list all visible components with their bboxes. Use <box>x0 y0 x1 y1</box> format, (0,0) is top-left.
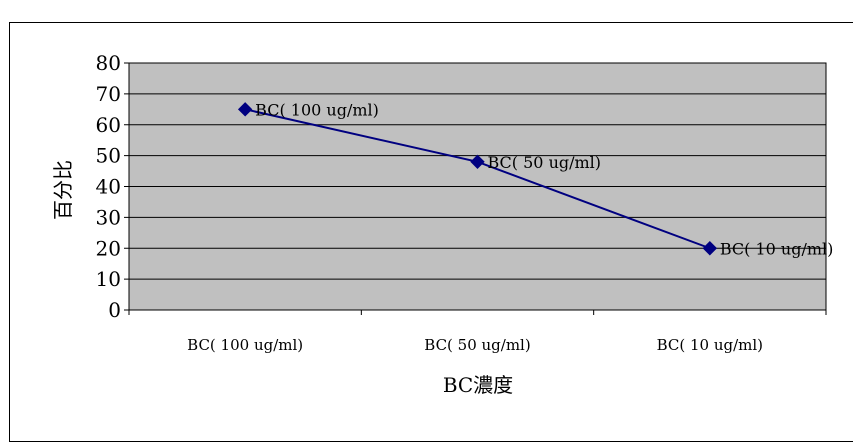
data-point-marker <box>237 102 253 117</box>
y-tick-label: 80 <box>96 51 121 75</box>
x-tick-label: BC( 100 ug/ml) <box>187 336 303 354</box>
y-tick-label: 0 <box>108 298 121 322</box>
y-tick-label: 30 <box>96 205 121 229</box>
y-tick-label: 20 <box>96 236 121 260</box>
y-tick-label: 60 <box>96 113 121 137</box>
x-tick-label: BC( 10 ug/ml) <box>657 336 763 354</box>
data-point-marker <box>470 154 485 170</box>
axes <box>124 62 827 315</box>
y-tick-label: 10 <box>96 267 121 291</box>
y-tick-label: 40 <box>96 175 121 199</box>
y-axis-title: 百分比 <box>51 160 75 220</box>
data-point-marker <box>702 241 718 256</box>
line-chart: 0 10 20 30 40 50 60 70 80 BC( 100 ug/ml) BC( 50 ug… <box>51 51 834 397</box>
y-tick-label: 70 <box>96 82 121 106</box>
data-label: BC( 100 ug/ml) <box>255 100 379 119</box>
series-group: BC( 100 ug/ml) BC( 50 ug/ml) BC( 10 ug/ml) <box>237 100 834 258</box>
tick-labels: 0 10 20 30 40 50 60 70 80 BC( 100 ug/ml) BC( 50 ug… <box>96 51 764 354</box>
data-label: BC( 50 ug/ml) <box>488 153 602 172</box>
x-axis-title: BC濃度 <box>443 373 513 397</box>
y-tick-label: 50 <box>96 144 121 168</box>
data-label: BC( 10 ug/ml) <box>720 239 834 258</box>
x-tick-label: BC( 50 ug/ml) <box>424 336 530 354</box>
